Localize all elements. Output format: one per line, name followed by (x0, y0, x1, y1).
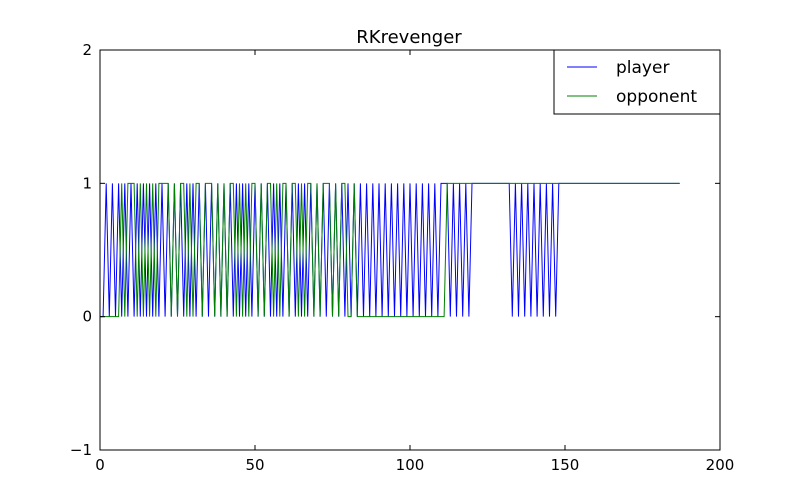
legend: player opponent (553, 49, 721, 115)
series-layer (100, 182, 680, 318)
y-tick-label: 2 (82, 41, 92, 59)
plot-background (100, 50, 720, 450)
y-tick-label: 1 (82, 174, 92, 192)
legend-box (553, 49, 721, 115)
x-tick-label: 0 (95, 456, 105, 474)
x-tick-label: 150 (551, 456, 580, 474)
plot-area (100, 50, 720, 450)
x-tick-label: 200 (706, 456, 735, 474)
chart-title: RKrevenger (356, 27, 462, 48)
x-tick-label: 50 (245, 456, 264, 474)
y-tick-label: −1 (70, 441, 92, 459)
x-tick-label: 100 (396, 456, 425, 474)
series-line-opponent (100, 182, 680, 318)
legend-label-player: player (616, 58, 669, 78)
legend-label-opponent: opponent (616, 87, 697, 107)
y-tick-label: 0 (82, 308, 92, 326)
